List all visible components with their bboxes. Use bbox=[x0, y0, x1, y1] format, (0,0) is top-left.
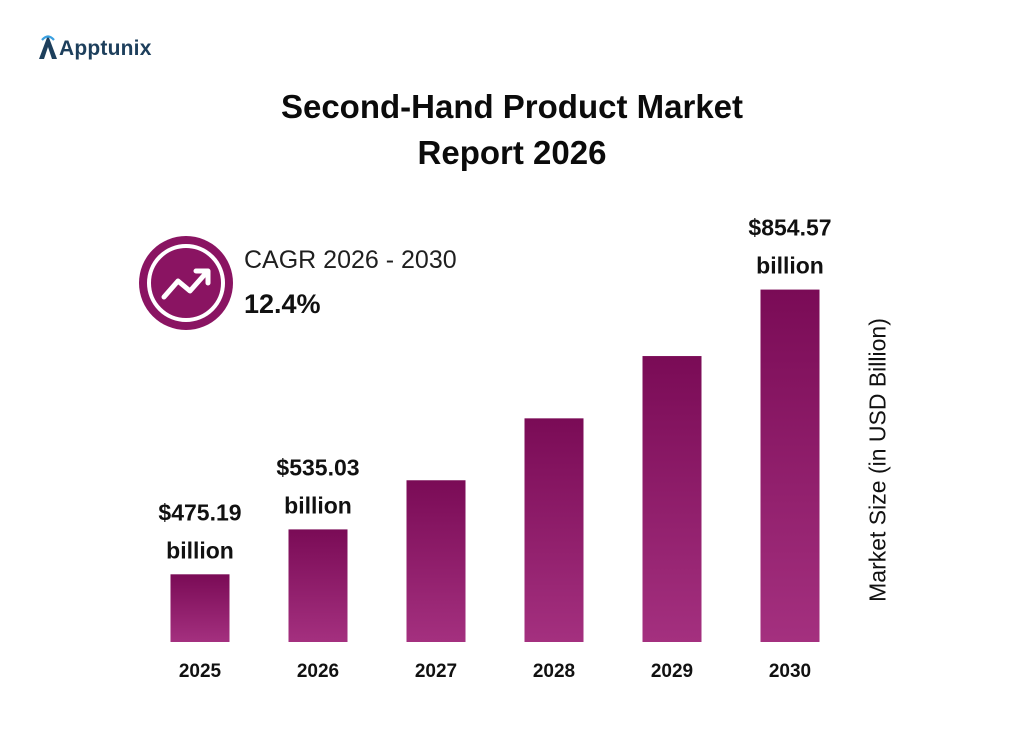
apptunix-logo-icon bbox=[39, 35, 57, 59]
brand-name: Apptunix bbox=[59, 37, 152, 60]
bar-2028 bbox=[524, 418, 584, 642]
data-label-2026: $535.03 bbox=[276, 454, 359, 480]
bar-2027 bbox=[406, 480, 466, 642]
bar-2030 bbox=[760, 289, 820, 642]
data-label-2025: billion bbox=[166, 537, 234, 563]
bar-2025 bbox=[170, 574, 230, 642]
x-tick-label: 2028 bbox=[533, 661, 575, 682]
x-tick-label: 2025 bbox=[179, 661, 222, 682]
cagr-value: 12.4% bbox=[244, 289, 321, 319]
x-tick-label: 2030 bbox=[769, 661, 811, 682]
bar-2026 bbox=[288, 529, 348, 642]
x-tick-label: 2026 bbox=[297, 661, 339, 682]
bar-2029 bbox=[642, 356, 702, 642]
data-label-2025: $475.19 bbox=[158, 499, 241, 525]
data-label-2026: billion bbox=[284, 492, 352, 518]
trend-up-icon bbox=[139, 236, 233, 330]
apptunix-logo: Apptunix bbox=[38, 34, 152, 60]
data-label-2030: $854.57 bbox=[748, 215, 831, 241]
chart-title-line-2: Report 2026 bbox=[417, 134, 607, 171]
chart-title-line-1: Second-Hand Product Market bbox=[280, 88, 744, 125]
chart-title: Second-Hand Product Market Report 2026 bbox=[0, 84, 1024, 176]
x-tick-label: 2027 bbox=[415, 661, 457, 682]
x-tick-label: 2029 bbox=[651, 661, 693, 682]
cagr-label: CAGR 2026 - 2030 bbox=[244, 246, 457, 274]
data-label-2030: billion bbox=[756, 253, 824, 279]
